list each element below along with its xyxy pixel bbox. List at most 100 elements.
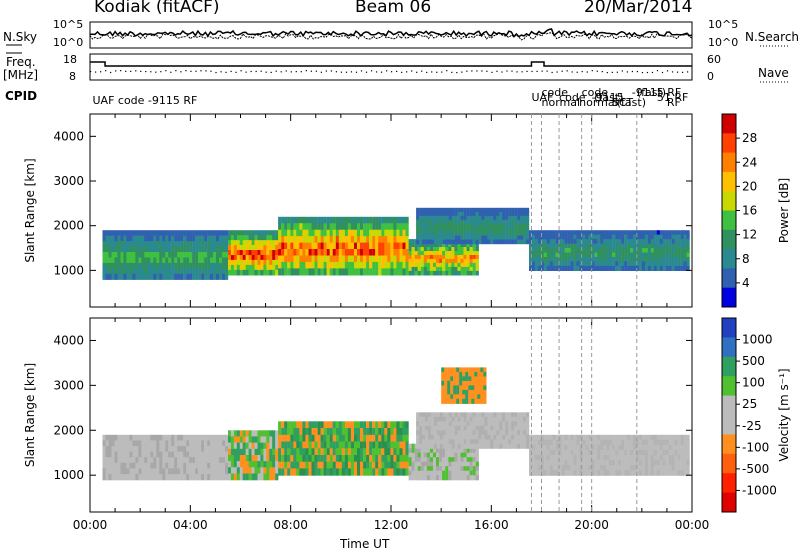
power-cell [378, 268, 382, 276]
power-cell [105, 252, 109, 259]
power-cell [102, 246, 106, 253]
power-cell [425, 239, 429, 245]
power-cell [317, 249, 321, 257]
velocity-cell [399, 428, 403, 436]
power-cell [222, 257, 226, 264]
velocity-cell [189, 446, 193, 453]
power-cell [426, 255, 431, 260]
power-cell [335, 249, 339, 257]
power-cell [269, 235, 273, 241]
velocity-cell [653, 455, 657, 461]
velocity-cell [433, 466, 437, 472]
power-cell [416, 231, 420, 237]
power-cell [326, 249, 330, 257]
velocity-cell [233, 455, 238, 462]
velocity-cell [290, 441, 294, 449]
power-cell [366, 268, 370, 276]
velocity-cell [505, 421, 509, 427]
velocity-cell [177, 462, 181, 469]
velocity-cell [445, 439, 449, 445]
velocity-panel-xtick-label: 20:00 [574, 518, 609, 532]
power-cell [384, 242, 388, 250]
velocity-cell [463, 412, 467, 418]
velocity-cell [457, 443, 461, 449]
nave-point [105, 70, 107, 72]
velocity-cell [269, 442, 273, 450]
velocity-cell [478, 421, 482, 427]
power-cell [117, 268, 121, 275]
power-cell [408, 251, 412, 256]
power-cell [189, 262, 193, 269]
velocity-cell [260, 436, 264, 444]
power-cell [546, 248, 550, 254]
power-cell [546, 265, 550, 271]
velocity-cell [600, 460, 604, 466]
velocity-cell [360, 455, 364, 463]
velocity-cell [387, 448, 391, 456]
velocity-cell [420, 475, 424, 481]
power-cell [594, 230, 598, 236]
power-cell [433, 231, 438, 237]
power-cell [390, 236, 394, 244]
velocity-cell [117, 468, 121, 475]
velocity-cell [674, 449, 678, 456]
velocity-cell [296, 434, 300, 443]
velocity-cell [233, 442, 238, 450]
velocity-cell [627, 460, 631, 466]
velocity-cell [375, 434, 379, 443]
velocity-cell [242, 442, 246, 450]
velocity-cell [442, 448, 446, 454]
power-cell [546, 243, 550, 249]
power-cell [448, 251, 452, 256]
power-cell [213, 230, 217, 237]
velocity-cell [465, 389, 469, 395]
velocity-cell [251, 448, 255, 456]
power-cell [469, 251, 473, 256]
power-cell [442, 227, 446, 233]
power-cell [233, 264, 238, 271]
velocity-cell [582, 444, 586, 451]
power-cell [111, 235, 115, 242]
velocity-cell [281, 428, 285, 436]
velocity-cell [360, 468, 364, 476]
velocity-cell [505, 430, 509, 436]
power-cell [129, 235, 133, 242]
power-cell [207, 241, 211, 248]
power-cell [278, 268, 282, 276]
velocity-cell [567, 444, 571, 451]
velocity-cell [502, 421, 506, 427]
velocity-cell [447, 394, 451, 400]
power-cell [326, 242, 330, 250]
velocity-cell [269, 467, 273, 475]
velocity-cell [671, 460, 675, 466]
velocity-cell [591, 465, 595, 471]
velocity-cell [662, 434, 666, 441]
velocity-cell [462, 376, 466, 382]
velocity-cell [242, 461, 246, 468]
power-cell [408, 247, 412, 252]
power-cell [216, 257, 220, 264]
power-cell [180, 273, 184, 280]
power-cell [284, 236, 288, 244]
power-cell [183, 241, 187, 248]
velocity-cell [204, 446, 208, 453]
velocity-cell [278, 441, 282, 449]
velocity-cell [481, 425, 485, 431]
velocity-cell [332, 434, 336, 443]
power-cell [570, 252, 574, 258]
power-cell [357, 242, 361, 250]
velocity-cell [585, 465, 589, 471]
nave-point [190, 70, 192, 72]
power-cell [624, 243, 628, 249]
velocity-cell [439, 452, 443, 458]
power-cell [662, 230, 666, 236]
velocity-cell [561, 449, 565, 456]
velocity-cell [308, 441, 312, 449]
power-cell [454, 266, 458, 272]
velocity-cell [558, 465, 562, 471]
velocity-cell [526, 416, 530, 422]
velocity-cell [460, 439, 464, 445]
power-cell [347, 242, 352, 250]
velocity-cell [436, 434, 441, 440]
power-cell [314, 268, 318, 276]
